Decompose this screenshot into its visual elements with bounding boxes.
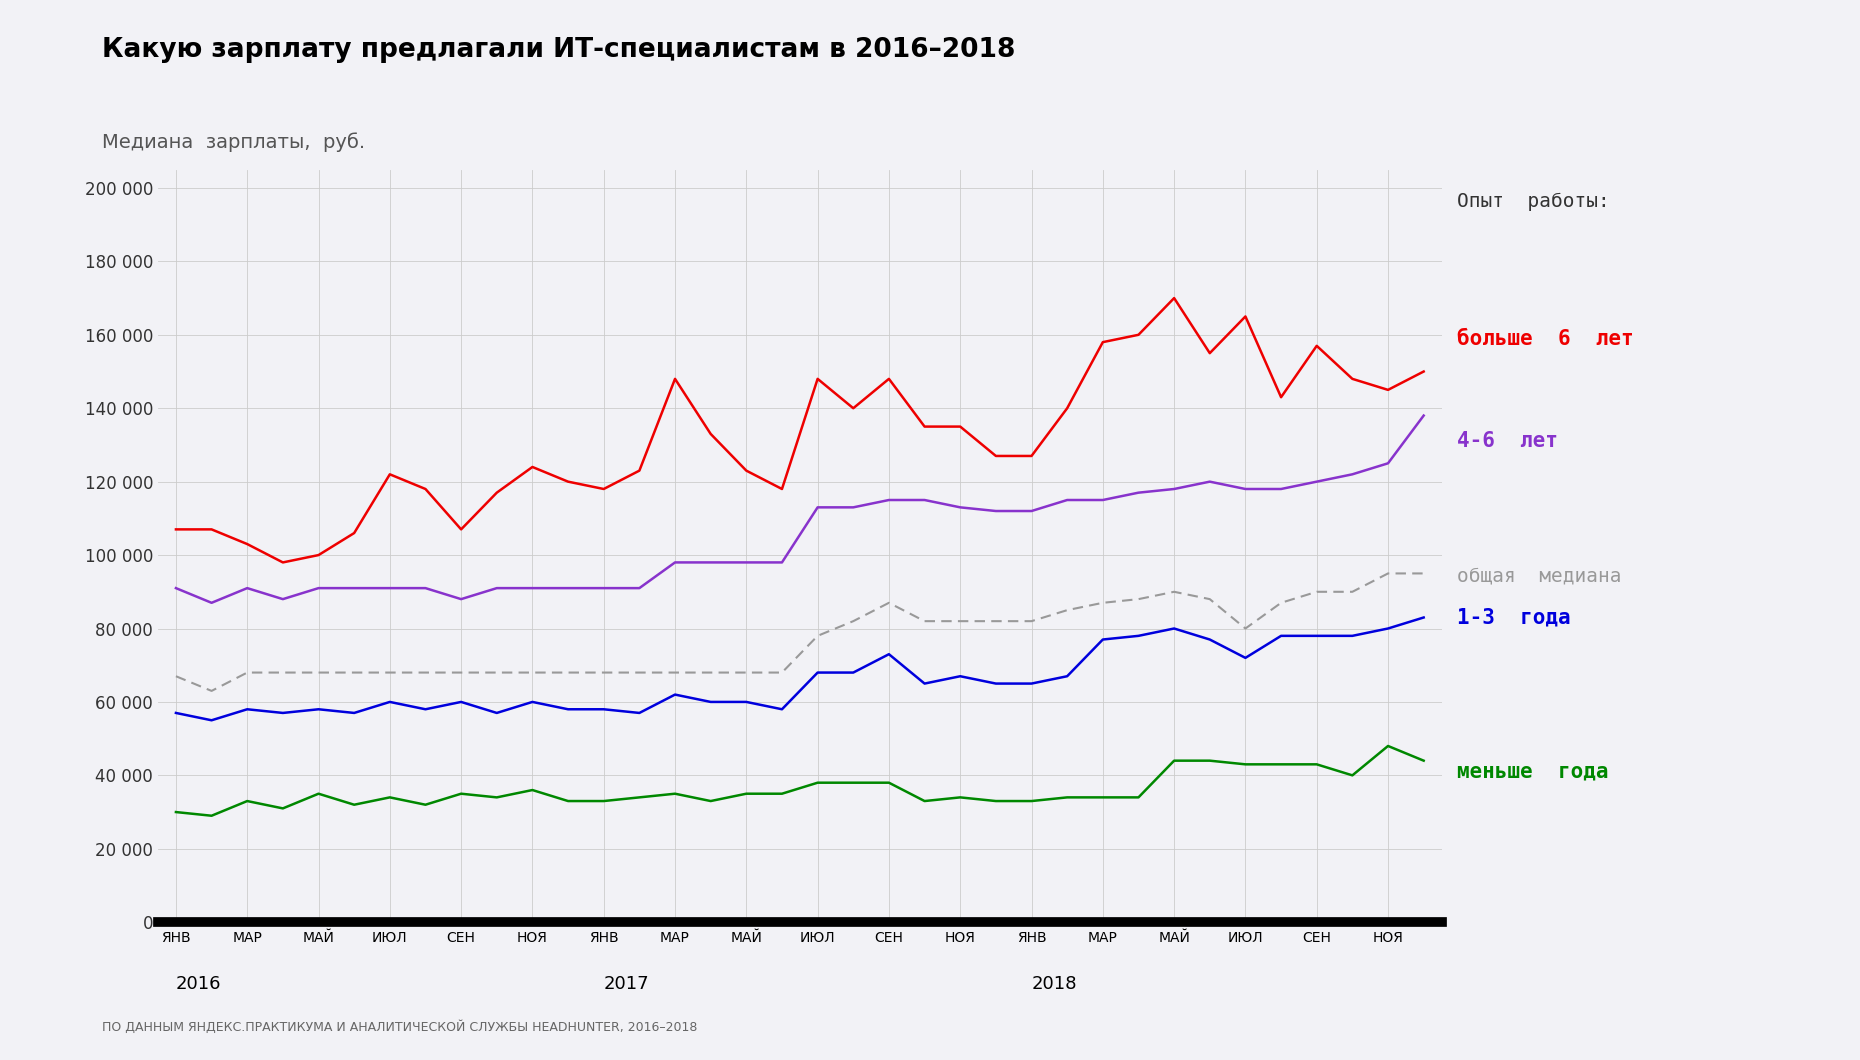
Text: 2018: 2018 — [1032, 975, 1077, 993]
Text: общая  медиана: общая медиана — [1456, 566, 1622, 585]
Text: Медиана  зарплаты,  руб.: Медиана зарплаты, руб. — [102, 132, 365, 153]
Text: Какую зарплату предлагали ИТ-специалистам в 2016–2018: Какую зарплату предлагали ИТ-специалиста… — [102, 37, 1016, 64]
Text: 2016: 2016 — [177, 975, 221, 993]
Text: меньше  года: меньше года — [1456, 762, 1609, 781]
Text: 2017: 2017 — [604, 975, 649, 993]
Text: 1-3  года: 1-3 года — [1456, 607, 1570, 628]
Text: 4-6  лет: 4-6 лет — [1456, 430, 1559, 450]
Text: Опыт  работы:: Опыт работы: — [1456, 192, 1609, 211]
Text: больше  6  лет: больше 6 лет — [1456, 329, 1633, 349]
Text: ПО ДАННЫМ ЯНДЕКС.ПРАКТИКУМА И АНАЛИТИЧЕСКОЙ СЛУЖБЫ HEADHUNTER, 2016–2018: ПО ДАННЫМ ЯНДЕКС.ПРАКТИКУМА И АНАЛИТИЧЕС… — [102, 1020, 698, 1034]
